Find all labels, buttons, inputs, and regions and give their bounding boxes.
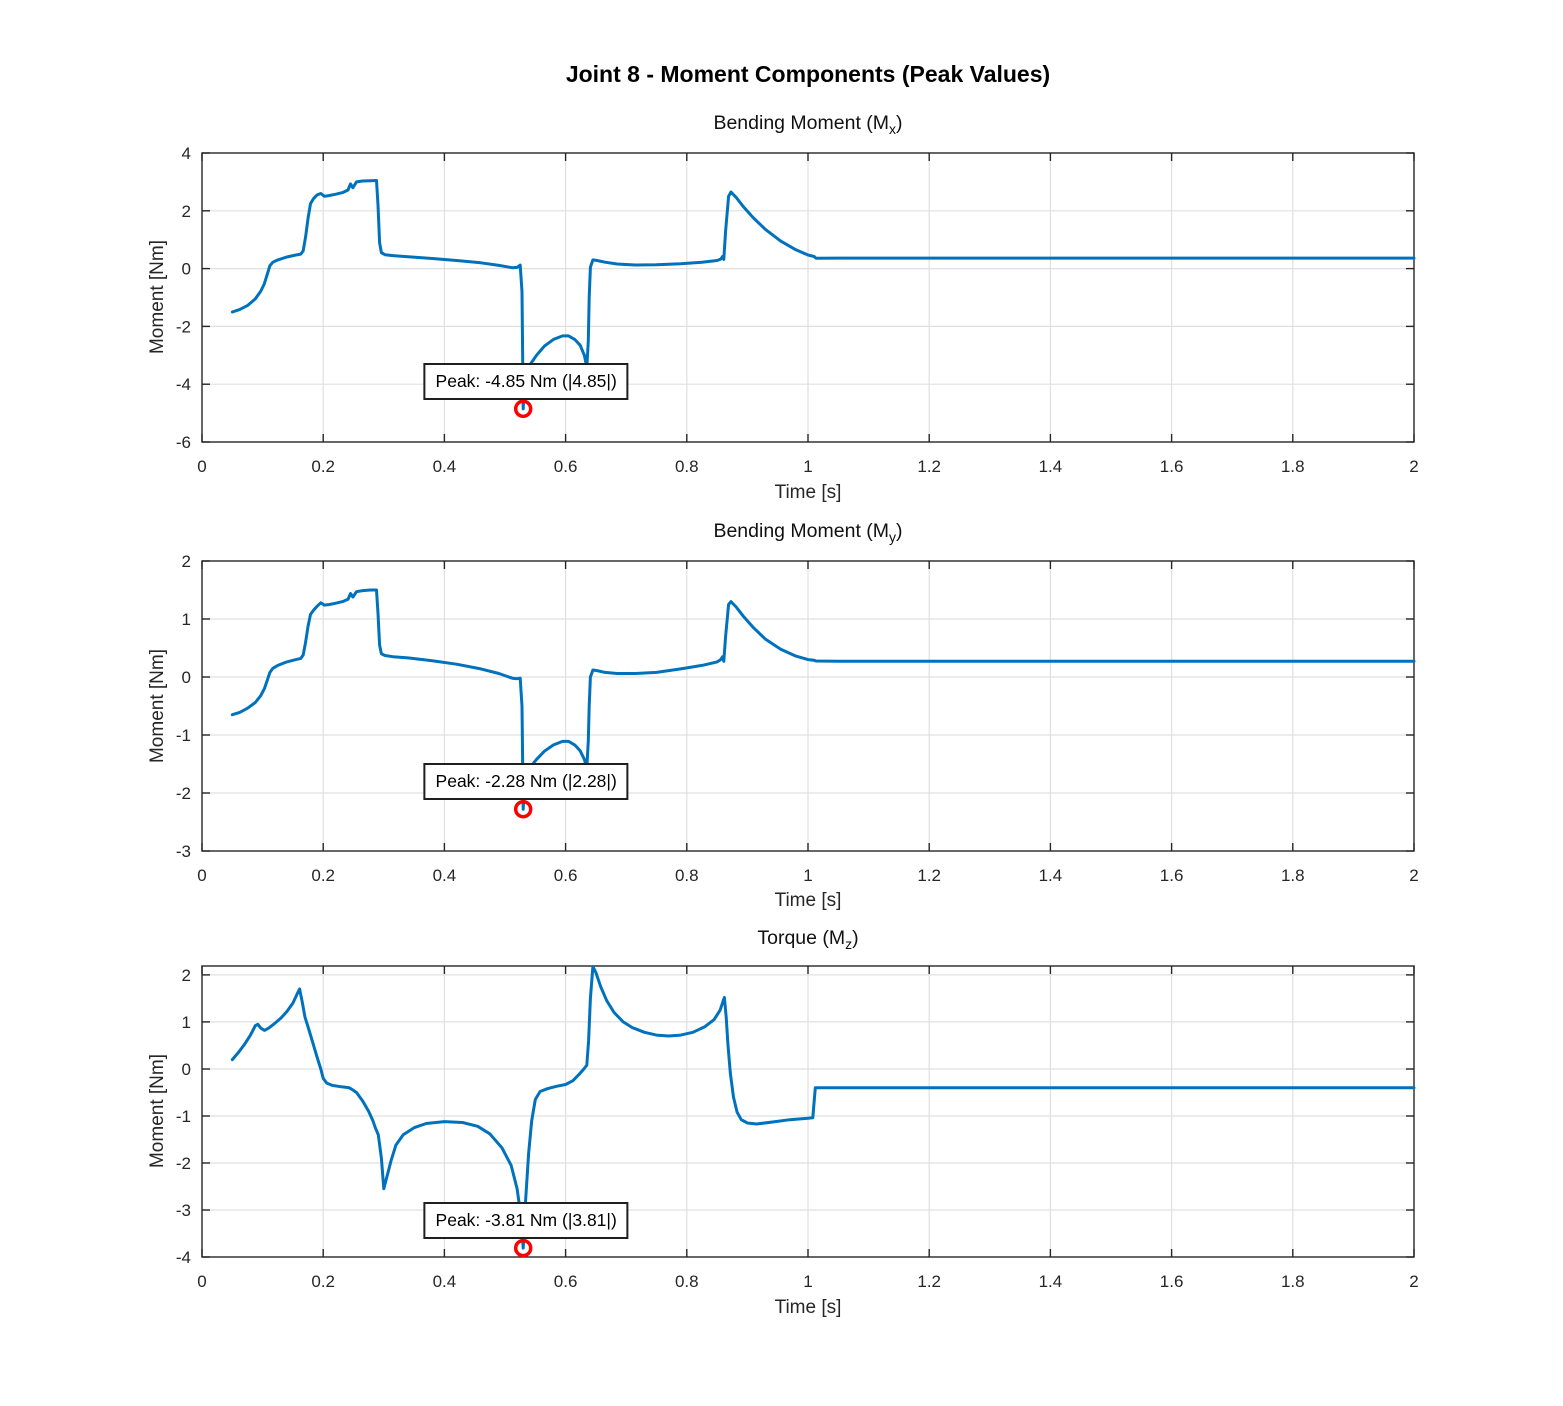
- x-axis-label: Time [s]: [774, 1297, 842, 1318]
- x-axis-label: Time [s]: [774, 482, 842, 503]
- y-tick-label: -6: [176, 433, 191, 452]
- y-tick-label: 0: [182, 260, 191, 279]
- series-line: [230, 588, 1416, 811]
- x-tick-label: 0.8: [675, 1272, 699, 1291]
- y-tick-label: -3: [176, 1201, 191, 1220]
- y-axis-label: Moment [Nm]: [147, 1053, 168, 1169]
- x-tick-label: 1.4: [1039, 1272, 1063, 1291]
- x-tick-label: 1.8: [1281, 457, 1305, 476]
- y-tick-label: 2: [182, 202, 191, 221]
- title-close: ): [896, 112, 903, 134]
- x-tick-label: 1: [803, 457, 812, 476]
- x-tick-label: 1.8: [1281, 1272, 1305, 1291]
- axes-box: [201, 560, 1415, 852]
- y-tick-label: 1: [182, 1013, 191, 1032]
- x-tick-label: 0.4: [433, 457, 457, 476]
- peak-annotation: Peak: -3.81 Nm (|3.81|): [423, 1202, 629, 1240]
- y-axis-label: Moment [Nm]: [147, 648, 168, 764]
- x-tick-label: 0.6: [554, 1272, 578, 1291]
- x-tick-label: 1.8: [1281, 866, 1305, 885]
- x-tick-label: 1.6: [1160, 457, 1184, 476]
- title-text: Bending Moment (M: [713, 520, 890, 542]
- title-close: ): [896, 520, 903, 542]
- title-close: ): [852, 927, 859, 949]
- title-text: Torque (M: [757, 927, 846, 949]
- title-subscript: z: [845, 936, 853, 952]
- subplot-title: Bending Moment (My): [202, 520, 1414, 549]
- x-tick-label: 1.4: [1039, 457, 1063, 476]
- x-tick-label: 1.2: [917, 457, 941, 476]
- y-tick-label: -3: [176, 842, 191, 861]
- subplot-title: Bending Moment (Mx): [202, 112, 1414, 141]
- series-line: [230, 179, 1416, 411]
- peak-marker: [513, 399, 533, 419]
- y-tick-label: -2: [176, 317, 191, 336]
- x-tick-label: 0.6: [554, 457, 578, 476]
- x-tick-label: 1: [803, 866, 812, 885]
- y-tick-label: 2: [182, 552, 191, 571]
- subplot-title: Torque (Mz): [202, 927, 1414, 956]
- x-tick-label: 1.4: [1039, 866, 1063, 885]
- x-axis-label: Time [s]: [774, 890, 842, 911]
- x-tick-label: 0.8: [675, 457, 699, 476]
- y-tick-label: -1: [176, 726, 191, 745]
- y-tick-label: 0: [182, 668, 191, 687]
- x-tick-label: 0.8: [675, 866, 699, 885]
- axes-box: [201, 152, 1415, 443]
- title-subscript: x: [889, 121, 897, 137]
- peak-annotation: Peak: -2.28 Nm (|2.28|): [423, 763, 629, 801]
- y-tick-label: -1: [176, 1107, 191, 1126]
- peak-annotation: Peak: -4.85 Nm (|4.85|): [423, 362, 629, 400]
- x-tick-label: 2: [1409, 1272, 1418, 1291]
- y-tick-label: -4: [176, 375, 191, 394]
- title-subscript: y: [889, 529, 897, 545]
- series-line: [230, 965, 1416, 1250]
- x-tick-label: 0: [197, 866, 206, 885]
- x-tick-label: 1.2: [917, 1272, 941, 1291]
- x-tick-label: 0: [197, 457, 206, 476]
- x-tick-label: 0.2: [311, 1272, 335, 1291]
- x-tick-label: 0.6: [554, 866, 578, 885]
- x-tick-label: 0: [197, 1272, 206, 1291]
- y-tick-label: 4: [182, 144, 191, 163]
- x-tick-label: 1: [803, 1272, 812, 1291]
- x-tick-label: 0.2: [311, 866, 335, 885]
- x-tick-label: 0.2: [311, 457, 335, 476]
- y-tick-label: 2: [182, 966, 191, 985]
- y-tick-label: -2: [176, 1154, 191, 1173]
- figure-title: Joint 8 - Moment Components (Peak Values…: [565, 61, 1051, 87]
- x-tick-label: 0.4: [433, 866, 457, 885]
- y-tick-label: -2: [176, 784, 191, 803]
- x-tick-label: 2: [1409, 457, 1418, 476]
- y-tick-label: 1: [182, 610, 191, 629]
- peak-marker: [513, 799, 533, 819]
- axes-box: [201, 965, 1415, 1258]
- peak-marker: [513, 1238, 533, 1258]
- x-tick-label: 1.6: [1160, 866, 1184, 885]
- y-tick-label: 0: [182, 1060, 191, 1079]
- x-tick-label: 2: [1409, 866, 1418, 885]
- x-tick-label: 0.4: [433, 1272, 457, 1291]
- y-tick-label: -4: [176, 1248, 191, 1267]
- y-axis-label: Moment [Nm]: [147, 239, 168, 355]
- x-tick-label: 1.2: [917, 866, 941, 885]
- title-text: Bending Moment (M: [713, 112, 890, 134]
- x-tick-label: 1.6: [1160, 1272, 1184, 1291]
